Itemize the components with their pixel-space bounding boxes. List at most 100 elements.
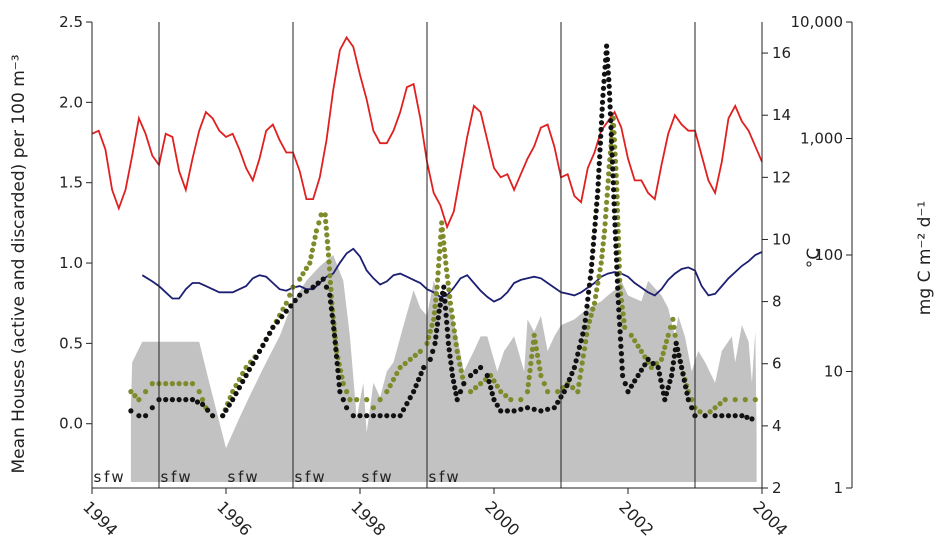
data-point-series-4 xyxy=(452,385,458,391)
data-point-series-3 xyxy=(597,267,603,273)
data-point-series-4 xyxy=(274,319,280,325)
data-point-series-4 xyxy=(614,271,620,277)
data-point-series-4 xyxy=(712,413,718,419)
data-point-series-3 xyxy=(433,291,439,297)
data-point-series-4 xyxy=(283,308,289,314)
data-point-series-4 xyxy=(205,407,211,413)
data-point-series-4 xyxy=(253,354,259,360)
data-point-series-3 xyxy=(451,328,457,334)
data-point-series-3 xyxy=(444,273,450,279)
data-point-series-3 xyxy=(581,346,588,352)
data-point-series-4 xyxy=(445,340,451,346)
season-label: w xyxy=(379,468,391,486)
data-point-series-3 xyxy=(621,318,627,324)
data-point-series-3 xyxy=(432,303,438,309)
data-point-series-3 xyxy=(324,232,330,238)
season-label: s xyxy=(294,468,302,486)
data-point-series-3 xyxy=(397,364,403,371)
data-point-series-3 xyxy=(322,212,328,218)
data-point-series-4 xyxy=(223,407,229,413)
left-tick-label: 0.5 xyxy=(59,334,83,352)
data-point-series-3 xyxy=(313,228,319,234)
data-point-series-4 xyxy=(518,406,524,412)
data-point-series-3 xyxy=(742,397,748,403)
data-point-series-3 xyxy=(377,397,383,403)
flux-area xyxy=(130,255,757,482)
data-point-series-3 xyxy=(576,381,582,387)
data-point-series-4 xyxy=(611,201,617,207)
data-point-series-4 xyxy=(679,364,685,371)
data-point-series-3 xyxy=(534,352,541,358)
right-tick-label: 1,000 xyxy=(800,130,843,148)
data-point-series-3 xyxy=(412,352,418,358)
data-point-series-4 xyxy=(663,391,670,397)
data-point-series-3 xyxy=(340,381,346,387)
data-point-series-3 xyxy=(447,293,453,300)
data-point-series-3 xyxy=(435,277,441,283)
data-point-series-4 xyxy=(297,292,303,298)
data-point-series-3 xyxy=(446,287,452,293)
data-point-series-4 xyxy=(625,389,631,395)
data-point-series-4 xyxy=(315,280,321,286)
data-point-series-4 xyxy=(183,397,189,403)
data-point-series-4 xyxy=(607,104,613,110)
data-point-series-4 xyxy=(189,397,196,403)
data-point-series-4 xyxy=(658,377,664,383)
data-point-series-4 xyxy=(615,285,621,291)
data-point-series-4 xyxy=(587,275,593,281)
data-point-series-3 xyxy=(439,220,445,226)
data-point-series-3 xyxy=(176,381,182,387)
x-tick-label: 1998 xyxy=(347,497,389,539)
mid-axis-label: °C xyxy=(804,248,824,268)
data-point-series-4 xyxy=(608,125,614,131)
data-point-series-4 xyxy=(246,366,252,373)
data-point-series-3 xyxy=(196,389,202,395)
data-point-series-4 xyxy=(236,385,242,391)
data-point-series-3 xyxy=(149,381,155,387)
data-point-series-4 xyxy=(136,413,142,419)
data-point-series-4 xyxy=(650,360,656,367)
data-point-series-4 xyxy=(434,327,440,334)
data-point-series-3 xyxy=(537,366,543,372)
data-point-series-3 xyxy=(457,361,463,367)
data-point-series-4 xyxy=(149,405,155,411)
data-point-series-4 xyxy=(176,397,182,403)
data-point-series-4 xyxy=(441,284,447,290)
data-point-series-4 xyxy=(564,383,570,389)
data-point-series-4 xyxy=(610,166,616,172)
data-point-series-3 xyxy=(450,321,456,327)
data-point-series-3 xyxy=(443,260,449,266)
data-point-series-3 xyxy=(283,300,289,306)
data-point-series-4 xyxy=(610,180,616,186)
data-point-series-3 xyxy=(541,381,547,387)
data-point-series-4 xyxy=(596,160,602,167)
data-point-series-4 xyxy=(617,321,623,327)
data-point-series-4 xyxy=(555,399,561,405)
data-point-series-3 xyxy=(199,397,206,403)
data-point-series-3 xyxy=(665,332,671,338)
data-point-series-3 xyxy=(671,324,677,330)
data-point-series-4 xyxy=(599,106,605,112)
data-point-series-3 xyxy=(308,254,314,260)
data-point-series-4 xyxy=(656,371,663,377)
data-point-series-4 xyxy=(267,330,273,336)
season-label: w xyxy=(446,468,458,486)
data-point-series-4 xyxy=(590,241,597,247)
data-point-series-3 xyxy=(588,312,594,318)
data-point-series-3 xyxy=(441,240,447,246)
data-point-series-4 xyxy=(194,399,201,405)
season-label: s xyxy=(428,468,436,486)
data-point-series-4 xyxy=(598,133,604,139)
data-point-series-3 xyxy=(603,214,609,220)
mid-tick-label: 2 xyxy=(772,479,782,497)
data-point-series-3 xyxy=(287,292,293,298)
data-point-series-3 xyxy=(600,241,606,247)
season-label: f xyxy=(305,468,311,486)
data-point-series-3 xyxy=(570,385,576,391)
data-point-series-4 xyxy=(270,324,276,330)
x-tick-label: 1994 xyxy=(79,497,121,539)
data-point-series-4 xyxy=(491,397,497,403)
data-point-series-4 xyxy=(484,372,490,379)
data-point-series-4 xyxy=(220,413,226,419)
